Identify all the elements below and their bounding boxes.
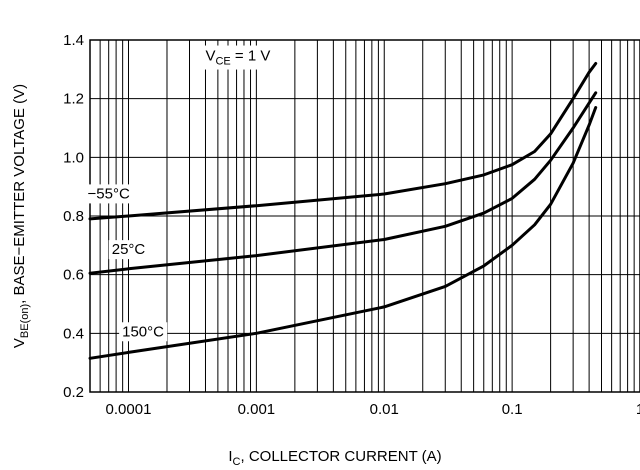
grid bbox=[89, 39, 640, 393]
series-label-bg bbox=[108, 240, 149, 260]
x-axis-label: IC, COLLECTOR CURRENT (A) bbox=[228, 448, 441, 468]
x-tick-label: 0.0001 bbox=[106, 401, 152, 418]
x-tick-label: 0.01 bbox=[370, 401, 399, 418]
x-tick-label: 0.1 bbox=[502, 401, 523, 418]
annotation-bg bbox=[201, 45, 275, 70]
curves bbox=[88, 62, 598, 360]
y-tick-label: 1.2 bbox=[63, 91, 84, 108]
series-label-0: −55°C bbox=[84, 184, 133, 204]
y-tick-label: 1.4 bbox=[63, 32, 84, 49]
y-tick-label: 0.2 bbox=[63, 384, 84, 401]
series-label-text: 25°C bbox=[112, 241, 146, 258]
y-tick-label: 0.4 bbox=[63, 325, 84, 342]
series-label-text: −55°C bbox=[88, 185, 130, 202]
y-tick-label: 1.0 bbox=[63, 149, 84, 166]
series-labels: −55°C 25°C 150°C bbox=[84, 184, 168, 342]
x-tick-label: 0.001 bbox=[238, 401, 276, 418]
plot-area bbox=[89, 39, 640, 393]
series-line-2 bbox=[88, 106, 598, 360]
series-label-1: 25°C bbox=[108, 240, 149, 260]
y-tick-label: 0.8 bbox=[63, 208, 84, 225]
y-tick-label: 0.6 bbox=[63, 267, 84, 284]
series-label-bg bbox=[119, 322, 168, 342]
vce-annotation: VCE = 1 V bbox=[205, 48, 270, 68]
series-line-0 bbox=[88, 62, 598, 221]
x-tick-labels: 0.0001 0.001 0.01 0.1 1 bbox=[106, 401, 640, 418]
series-line-1 bbox=[88, 91, 598, 275]
series-label-text: 150°C bbox=[122, 323, 164, 340]
y-tick-labels: 0.2 0.4 0.6 0.8 1.0 1.2 1.4 bbox=[63, 32, 84, 401]
series-label-2: 150°C bbox=[119, 322, 168, 342]
series-label-bg bbox=[84, 184, 133, 204]
x-tick-label: 1 bbox=[636, 401, 640, 418]
y-axis-label: VBE(on), BASE−EMITTER VOLTAGE (V) bbox=[11, 84, 31, 348]
